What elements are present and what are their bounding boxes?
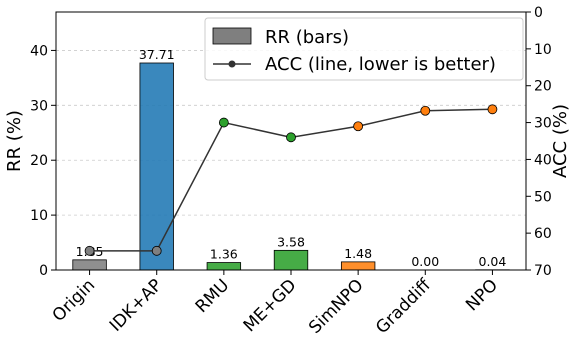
acc-point (151, 245, 162, 256)
acc-point (353, 121, 364, 132)
acc-point (420, 105, 431, 116)
right-tick-label: 70 (534, 263, 552, 279)
bar (206, 262, 242, 271)
bar (72, 259, 107, 271)
right-tick-label: 10 (534, 42, 552, 58)
legend-marker-swatch (228, 60, 236, 68)
right-tick-label: 20 (534, 79, 552, 95)
left-tick-label: 30 (30, 98, 48, 114)
right-tick-label: 0 (534, 5, 543, 21)
left-tick-label: 20 (30, 153, 48, 169)
bar-value-labels: 1.8537.711.363.581.480.000.04 (76, 47, 507, 269)
acc-point (218, 117, 229, 128)
legend-label-rr: RR (bars) (265, 27, 349, 48)
bar (340, 261, 376, 271)
right-tick-label: 30 (534, 116, 552, 132)
acc-point (84, 245, 95, 256)
right-tick-label: 40 (534, 152, 552, 168)
bar-value-label: 0.04 (479, 254, 507, 269)
bar-value-label: 3.58 (277, 234, 305, 249)
legend-box (204, 17, 524, 81)
right-tick-label: 60 (534, 226, 552, 242)
bar (273, 249, 309, 271)
left-tick-label: 10 (30, 208, 48, 224)
right-axis-title: ACC (%) (550, 104, 571, 178)
bar-value-label: 1.48 (344, 246, 372, 261)
left-axis: 0 10 20 30 40 (30, 43, 56, 279)
bar-value-label: 37.71 (139, 47, 175, 62)
acc-point (487, 104, 498, 115)
left-axis-title: RR (%) (4, 110, 25, 172)
left-tick-label: 40 (30, 43, 48, 59)
bar-value-label: 1.36 (210, 247, 238, 262)
right-tick-label: 50 (534, 189, 552, 205)
legend: RR (bars) ACC (line, lower is better) (204, 17, 524, 81)
line-series (84, 104, 498, 256)
left-tick-label: 0 (39, 263, 48, 279)
right-axis: 0 10 20 30 40 50 60 70 (526, 5, 552, 279)
legend-bar-swatch (212, 27, 252, 45)
legend-label-acc: ACC (line, lower is better) (265, 54, 496, 75)
acc-point (286, 132, 296, 143)
bar (139, 62, 174, 271)
bar-value-label: 0.00 (411, 254, 439, 269)
